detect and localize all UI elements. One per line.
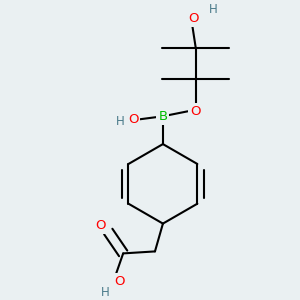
Text: O: O <box>190 105 201 118</box>
Text: B: B <box>158 110 167 123</box>
Text: H: H <box>101 286 110 299</box>
Text: O: O <box>95 219 106 232</box>
Text: O: O <box>128 113 138 126</box>
Text: O: O <box>114 275 124 288</box>
Text: O: O <box>188 12 199 26</box>
Text: H: H <box>116 115 124 128</box>
Text: H: H <box>209 3 218 16</box>
